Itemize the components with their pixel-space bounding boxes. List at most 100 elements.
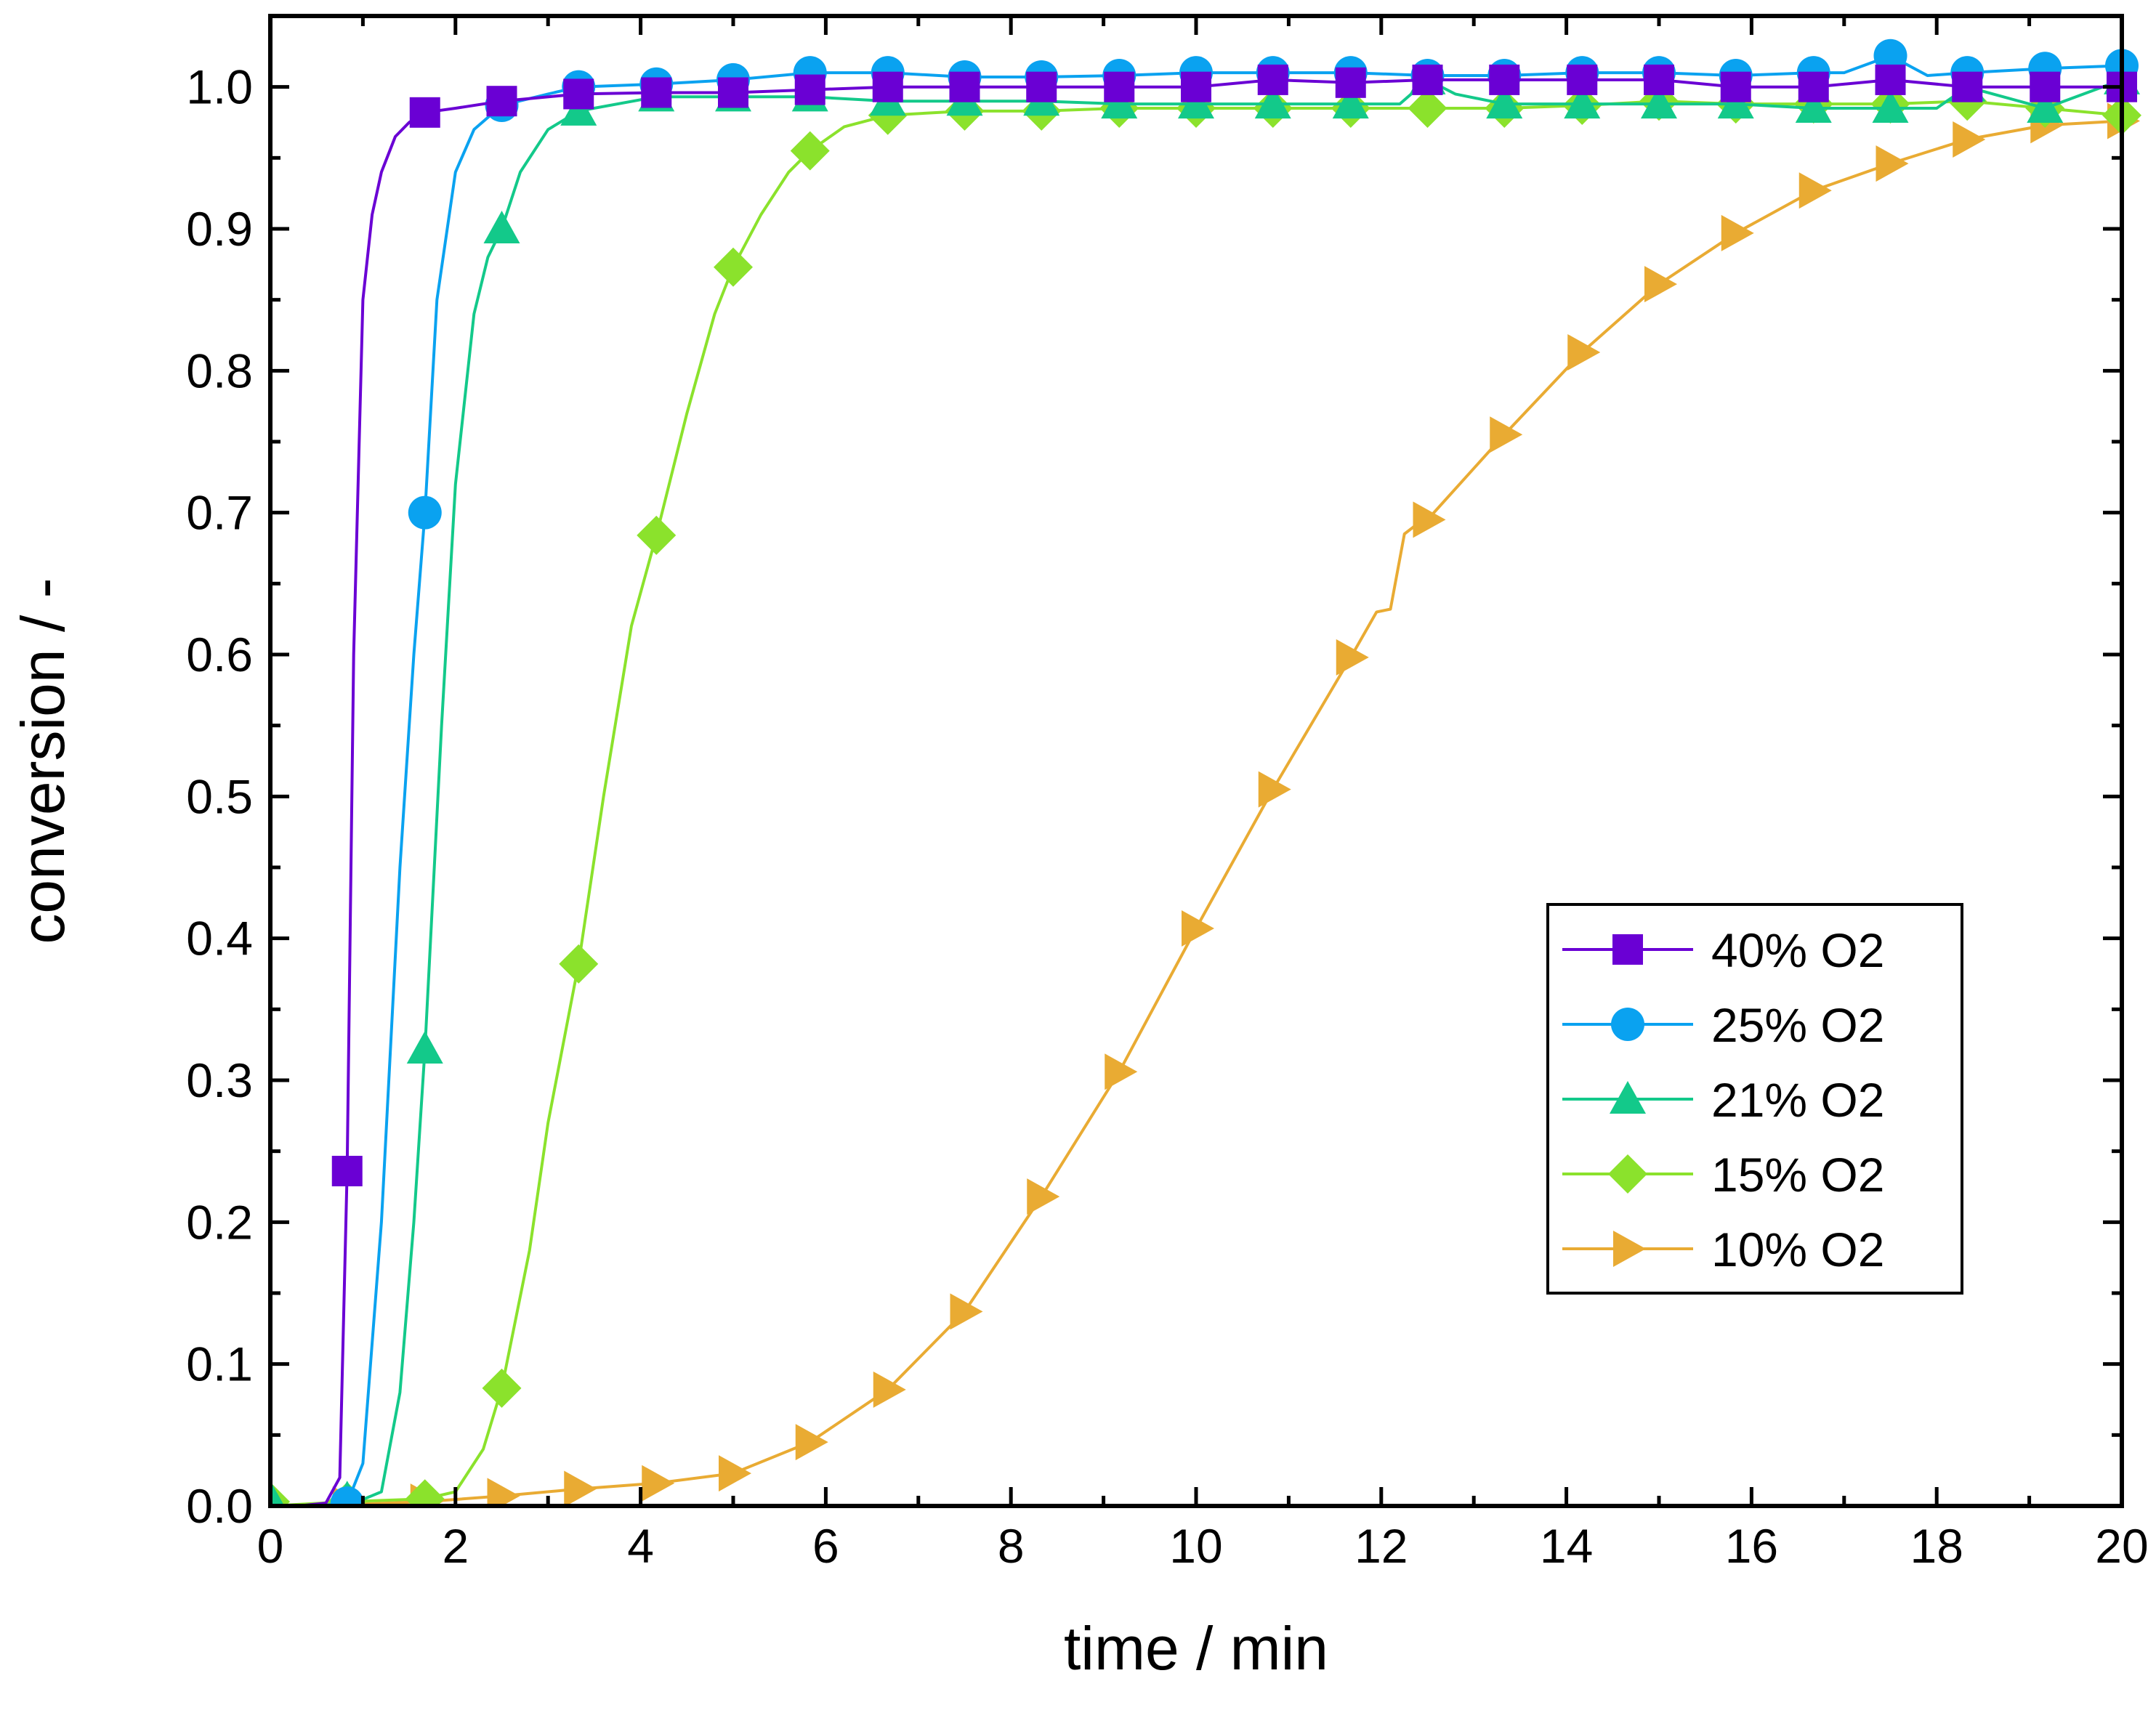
y-tick-label: 0.6 [186,628,253,681]
y-tick-label: 0.9 [186,202,253,256]
data-point-10pct-o2 [1258,771,1291,808]
data-point-40pct-o2 [1952,71,1983,102]
data-point-10pct-o2 [642,1465,675,1502]
data-point-40pct-o2 [949,71,980,102]
data-point-40pct-o2 [2030,71,2061,102]
data-point-10pct-o2 [1490,416,1523,453]
data-point-21pct-o2 [406,1031,443,1064]
legend-item-10pct-o2: 10% O2 [1562,1223,1884,1276]
data-point-10pct-o2 [873,1371,906,1408]
data-point-21pct-o2 [1795,89,1832,123]
data-point-10pct-o2 [487,1478,520,1506]
y-tick-label: 0.4 [186,912,253,965]
series-15pct-o2 [270,81,2141,1506]
data-point-15pct-o2 [405,1479,445,1506]
legend-label: 10% O2 [1711,1223,1884,1276]
x-tick-label: 10 [1169,1519,1222,1573]
data-point-40pct-o2 [1257,64,1288,95]
y-tick-label: 0.3 [186,1053,253,1107]
data-point-15pct-o2 [790,131,830,171]
y-tick-label: 1.0 [186,60,253,114]
axis-ticks [268,16,2124,1508]
data-point-25pct-o2 [408,495,442,530]
data-point-21pct-o2 [1872,89,1909,123]
data-point-21pct-o2 [1254,86,1291,119]
data-point-10pct-o2 [1644,266,1677,303]
data-point-15pct-o2 [482,1368,522,1408]
data-point-40pct-o2 [872,71,903,102]
y-tick-label: 0.8 [186,344,253,397]
legend-marker [1608,1154,1647,1194]
x-tick-label: 20 [2095,1519,2148,1573]
data-point-10pct-o2 [719,1455,751,1492]
data-point-21pct-o2 [483,211,520,243]
legend-label: 25% O2 [1711,998,1884,1052]
x-tick-label: 4 [627,1519,654,1573]
legend-item-21pct-o2: 21% O2 [1562,1073,1884,1127]
x-tick-label: 2 [442,1519,469,1573]
data-point-10pct-o2 [1567,333,1601,370]
tick-labels: 0 2 4 6 8 10 12 14 16 18 20 0.0 0.1 0.2 0.3 0.4 0.5 0.6 0.… [186,60,2148,1573]
data-point-40pct-o2 [1567,64,1598,95]
data-point-21pct-o2 [2027,89,2064,123]
data-point-10pct-o2 [1336,639,1369,676]
data-point-40pct-o2 [1720,71,1751,102]
data-point-40pct-o2 [1798,71,1829,102]
data-point-10pct-o2 [795,1424,828,1461]
data-point-10pct-o2 [1105,1053,1138,1090]
legend-label: 21% O2 [1711,1073,1884,1127]
data-point-25pct-o2 [330,1486,364,1506]
x-tick-label: 12 [1354,1519,1408,1573]
x-tick-label: 8 [998,1519,1025,1573]
legend-marker [1612,934,1643,965]
data-point-15pct-o2 [637,515,677,555]
data-point-40pct-o2 [486,86,517,117]
y-tick-label: 0.7 [186,486,253,540]
data-point-10pct-o2 [1182,910,1214,947]
y-tick-label: 0.1 [186,1337,253,1391]
data-point-21pct-o2 [270,1481,285,1506]
data-point-10pct-o2 [1876,145,1909,182]
series-10pct-o2 [270,102,2140,1506]
data-point-21pct-o2 [1332,86,1369,119]
data-point-40pct-o2 [718,77,748,108]
series-21pct-o2 [270,61,2140,1506]
data-point-40pct-o2 [563,78,594,110]
data-point-40pct-o2 [1412,64,1443,95]
legend-item-25pct-o2: 25% O2 [1562,998,1884,1052]
x-tick-label: 14 [1540,1519,1593,1573]
series-line-10pct-o2 [270,119,2123,1506]
data-point-40pct-o2 [1489,64,1520,95]
data-point-15pct-o2 [714,247,753,287]
data-point-21pct-o2 [1486,86,1523,119]
y-tick-label: 0.2 [186,1195,253,1249]
data-point-40pct-o2 [1026,71,1057,102]
data-point-10pct-o2 [1027,1178,1060,1215]
data-point-40pct-o2 [409,97,440,128]
x-tick-label: 16 [1725,1519,1778,1573]
data-point-40pct-o2 [1335,67,1366,98]
data-point-25pct-o2 [1873,39,1907,73]
x-tick-label: 6 [812,1519,839,1573]
legend-item-15pct-o2: 15% O2 [1562,1148,1884,1202]
series-line-15pct-o2 [270,100,2123,1506]
data-point-10pct-o2 [1721,214,1754,251]
y-tick-label: 0.5 [186,769,253,823]
y-axis-title: conversion / - [9,578,77,944]
data-point-15pct-o2 [559,944,599,984]
data-point-40pct-o2 [1644,64,1674,95]
series-40pct-o2 [270,64,2137,1506]
x-axis-title: time / min [1064,1614,1328,1682]
data-point-40pct-o2 [331,1156,363,1187]
data-point-40pct-o2 [1875,64,1906,95]
legend-item-40pct-o2: 40% O2 [1562,923,1884,977]
data-point-10pct-o2 [1413,501,1446,538]
legend-marker [1613,1231,1646,1267]
data-point-15pct-o2 [1408,88,1448,128]
legend-label: 40% O2 [1711,923,1884,977]
data-point-10pct-o2 [1798,172,1832,209]
data-point-21pct-o2 [1564,86,1601,119]
x-tick-label: 0 [257,1519,284,1573]
legend-marker [1611,1008,1644,1041]
